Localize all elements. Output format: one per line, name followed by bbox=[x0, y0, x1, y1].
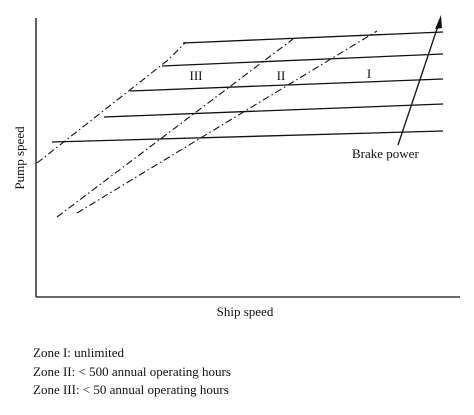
brake-power-arrow bbox=[397, 15, 442, 146]
y-axis-label: Pump speed bbox=[12, 126, 27, 190]
brake-power-line-3 bbox=[129, 78, 444, 92]
axes bbox=[35, 18, 460, 298]
zone-ii-label: II bbox=[277, 68, 286, 83]
zone-boundaries bbox=[36, 30, 378, 218]
arrow-head-icon bbox=[435, 15, 442, 29]
zone-i-label: I bbox=[367, 66, 371, 81]
legend: Zone I: unlimited Zone II: < 500 annual … bbox=[33, 344, 231, 400]
zone-i-boundary bbox=[76, 30, 378, 214]
brake-power-line-1 bbox=[182, 31, 444, 44]
legend-item-zone-iii: Zone III: < 50 annual operating hours bbox=[33, 382, 229, 397]
arrow-shaft bbox=[397, 22, 440, 146]
brake-power-lines bbox=[51, 31, 444, 143]
zone-iii-boundary bbox=[36, 41, 187, 164]
legend-item-zone-i: Zone I: unlimited bbox=[33, 345, 124, 360]
legend-item-zone-ii: Zone II: < 500 annual operating hours bbox=[33, 363, 231, 379]
brake-power-label: Brake power bbox=[352, 146, 419, 161]
x-axis-label: Ship speed bbox=[217, 304, 274, 319]
brake-power-line-2 bbox=[161, 53, 444, 67]
brake-power-line-5 bbox=[51, 130, 444, 143]
brake-power-line-4 bbox=[103, 103, 444, 118]
zone-iii-label: III bbox=[190, 68, 203, 83]
zone-ii-boundary bbox=[56, 38, 294, 218]
